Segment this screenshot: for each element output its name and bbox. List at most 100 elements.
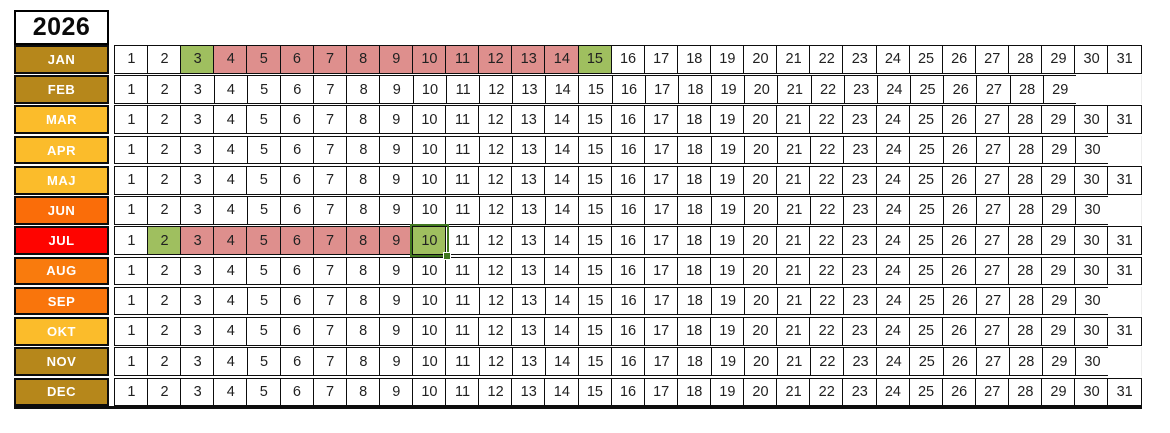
day-cell-aug-31[interactable]: 31	[1107, 256, 1143, 286]
day-cell-okt-16[interactable]: 16	[610, 317, 646, 346]
day-cell-maj-14[interactable]: 14	[544, 165, 580, 195]
day-cell-okt-20[interactable]: 20	[743, 317, 778, 346]
day-cell-aug-9[interactable]: 9	[378, 256, 414, 286]
day-cell-maj-18[interactable]: 18	[676, 165, 712, 195]
day-cell-maj-13[interactable]: 13	[511, 165, 547, 195]
day-cell-jan-5[interactable]: 5	[246, 45, 282, 74]
day-cell-aug-17[interactable]: 17	[643, 256, 679, 286]
day-cell-okt-12[interactable]: 12	[478, 317, 513, 346]
day-cell-okt-24[interactable]: 24	[875, 317, 911, 346]
day-cell-jan-3[interactable]: 3	[180, 45, 216, 74]
day-cell-jan-21[interactable]: 21	[776, 45, 811, 74]
day-cell-aug-30[interactable]: 30	[1074, 256, 1109, 286]
day-cell-jan-23[interactable]: 23	[842, 45, 878, 74]
day-cell-dec-13[interactable]: 13	[511, 377, 547, 407]
day-cell-okt-15[interactable]: 15	[577, 317, 613, 346]
day-cell-jun-7[interactable]: 7	[312, 196, 348, 225]
day-cell-aug-26[interactable]: 26	[941, 256, 977, 286]
day-cell-dec-28[interactable]: 28	[1007, 377, 1043, 407]
day-cell-apr-22[interactable]: 22	[809, 135, 845, 165]
day-cell-jun-28[interactable]: 28	[1008, 196, 1044, 225]
day-cell-aug-4[interactable]: 4	[213, 256, 249, 286]
day-cell-feb-5[interactable]: 5	[246, 75, 282, 104]
day-cell-sep-12[interactable]: 12	[478, 286, 514, 316]
day-cell-nov-7[interactable]: 7	[312, 347, 348, 376]
day-cell-aug-1[interactable]: 1	[114, 256, 149, 286]
day-cell-sep-2[interactable]: 2	[147, 286, 182, 316]
day-cell-jul-17[interactable]: 17	[643, 226, 679, 255]
day-cell-apr-11[interactable]: 11	[445, 135, 481, 165]
day-cell-apr-20[interactable]: 20	[743, 135, 779, 165]
day-cell-aug-18[interactable]: 18	[676, 256, 712, 286]
day-cell-nov-18[interactable]: 18	[677, 347, 713, 376]
day-cell-mar-24[interactable]: 24	[875, 105, 911, 135]
day-cell-nov-3[interactable]: 3	[180, 347, 216, 376]
day-cell-okt-27[interactable]: 27	[974, 317, 1010, 346]
day-cell-jun-27[interactable]: 27	[975, 196, 1011, 225]
day-cell-apr-19[interactable]: 19	[710, 135, 746, 165]
day-cell-apr-25[interactable]: 25	[909, 135, 945, 165]
month-label-mar[interactable]: MAR	[14, 105, 109, 135]
day-cell-jan-20[interactable]: 20	[743, 45, 778, 74]
day-cell-feb-27[interactable]: 27	[976, 75, 1012, 104]
day-cell-jul-12[interactable]: 12	[478, 226, 513, 255]
day-cell-mar-27[interactable]: 27	[974, 105, 1010, 135]
day-cell-dec-29[interactable]: 29	[1041, 377, 1076, 407]
day-cell-jan-6[interactable]: 6	[279, 45, 315, 74]
day-cell-nov-1[interactable]: 1	[114, 347, 149, 376]
day-cell-sep-21[interactable]: 21	[776, 286, 812, 316]
day-cell-feb-29[interactable]: 29	[1042, 75, 1078, 104]
day-cell-aug-22[interactable]: 22	[809, 256, 845, 286]
day-cell-mar-1[interactable]: 1	[114, 105, 149, 135]
day-cell-jul-6[interactable]: 6	[279, 226, 315, 255]
day-cell-jul-7[interactable]: 7	[312, 226, 348, 255]
day-cell-jul-16[interactable]: 16	[610, 226, 646, 255]
day-cell-aug-15[interactable]: 15	[577, 256, 613, 286]
day-cell-sep-10[interactable]: 10	[412, 286, 448, 316]
day-cell-maj-23[interactable]: 23	[842, 165, 878, 195]
day-cell-aug-24[interactable]: 24	[875, 256, 911, 286]
day-cell-jan-11[interactable]: 11	[445, 45, 480, 74]
day-cell-okt-6[interactable]: 6	[279, 317, 315, 346]
day-cell-sep-14[interactable]: 14	[544, 286, 580, 316]
day-cell-feb-6[interactable]: 6	[279, 75, 315, 104]
day-cell-sep-24[interactable]: 24	[876, 286, 912, 316]
day-cell-apr-8[interactable]: 8	[345, 135, 381, 165]
year-cell[interactable]: 2026	[14, 10, 109, 45]
day-cell-mar-7[interactable]: 7	[312, 105, 348, 135]
day-cell-jul-3[interactable]: 3	[180, 226, 216, 255]
day-cell-feb-19[interactable]: 19	[711, 75, 746, 104]
day-cell-maj-25[interactable]: 25	[908, 165, 944, 195]
day-cell-feb-8[interactable]: 8	[346, 75, 382, 104]
day-cell-dec-15[interactable]: 15	[577, 377, 613, 407]
day-cell-apr-12[interactable]: 12	[478, 135, 514, 165]
day-cell-jul-1[interactable]: 1	[114, 226, 149, 255]
day-cell-okt-3[interactable]: 3	[180, 317, 216, 346]
day-cell-dec-7[interactable]: 7	[312, 377, 348, 407]
day-cell-feb-22[interactable]: 22	[810, 75, 846, 104]
day-cell-okt-19[interactable]: 19	[709, 317, 745, 346]
day-cell-dec-23[interactable]: 23	[842, 377, 878, 407]
day-cell-jan-27[interactable]: 27	[974, 45, 1010, 74]
day-cell-jul-31[interactable]: 31	[1107, 226, 1143, 255]
day-cell-jan-14[interactable]: 14	[544, 45, 580, 74]
day-cell-mar-30[interactable]: 30	[1074, 105, 1109, 135]
day-cell-feb-13[interactable]: 13	[512, 75, 547, 104]
day-cell-okt-26[interactable]: 26	[941, 317, 977, 346]
day-cell-okt-30[interactable]: 30	[1074, 317, 1109, 346]
day-cell-mar-10[interactable]: 10	[411, 105, 447, 135]
day-cell-sep-29[interactable]: 29	[1041, 286, 1077, 316]
day-cell-okt-23[interactable]: 23	[842, 317, 878, 346]
day-cell-jun-14[interactable]: 14	[544, 196, 580, 225]
day-cell-mar-2[interactable]: 2	[147, 105, 182, 135]
day-cell-jun-5[interactable]: 5	[246, 196, 282, 225]
day-cell-nov-16[interactable]: 16	[611, 347, 646, 376]
day-cell-maj-4[interactable]: 4	[213, 165, 249, 195]
day-cell-aug-13[interactable]: 13	[511, 256, 547, 286]
day-cell-maj-2[interactable]: 2	[147, 165, 182, 195]
day-cell-jul-20[interactable]: 20	[743, 226, 778, 255]
day-cell-aug-29[interactable]: 29	[1041, 256, 1076, 286]
day-cell-aug-6[interactable]: 6	[279, 256, 315, 286]
day-cell-dec-2[interactable]: 2	[147, 377, 182, 407]
day-cell-jun-12[interactable]: 12	[478, 196, 514, 225]
